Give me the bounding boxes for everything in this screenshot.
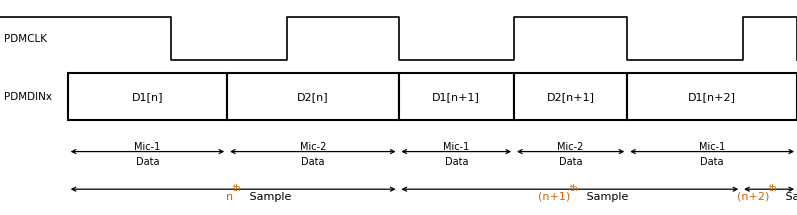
Bar: [627, 73, 797, 120]
Text: D1[n+2]: D1[n+2]: [688, 92, 736, 102]
Text: Sample: Sample: [583, 192, 628, 202]
Bar: [68, 73, 227, 120]
Text: th: th: [570, 184, 579, 193]
Text: PDMCLK: PDMCLK: [4, 34, 47, 44]
Text: Mic-1: Mic-1: [699, 141, 725, 152]
Bar: [514, 73, 627, 120]
Text: D1[n]: D1[n]: [132, 92, 163, 102]
Bar: [398, 73, 514, 120]
Bar: [227, 73, 398, 120]
Text: th: th: [233, 184, 241, 193]
Text: Data: Data: [445, 157, 468, 167]
Text: th: th: [769, 184, 778, 193]
Text: (n+2): (n+2): [736, 192, 769, 202]
Text: D2[n+1]: D2[n+1]: [547, 92, 595, 102]
Text: Data: Data: [701, 157, 724, 167]
Text: Mic-2: Mic-2: [557, 141, 584, 152]
Text: Mic-1: Mic-1: [443, 141, 469, 152]
Text: Sample: Sample: [245, 192, 291, 202]
Text: Sample: Sample: [782, 192, 797, 202]
Text: Data: Data: [301, 157, 324, 167]
Text: D1[n+1]: D1[n+1]: [432, 92, 481, 102]
Text: D2[n]: D2[n]: [297, 92, 328, 102]
Text: PDMDINx: PDMDINx: [4, 92, 52, 102]
Text: (n+1): (n+1): [538, 192, 570, 202]
Text: Mic-2: Mic-2: [300, 141, 326, 152]
Text: Data: Data: [559, 157, 583, 167]
Text: n: n: [226, 192, 233, 202]
Text: Data: Data: [135, 157, 159, 167]
Text: Mic-1: Mic-1: [135, 141, 160, 152]
